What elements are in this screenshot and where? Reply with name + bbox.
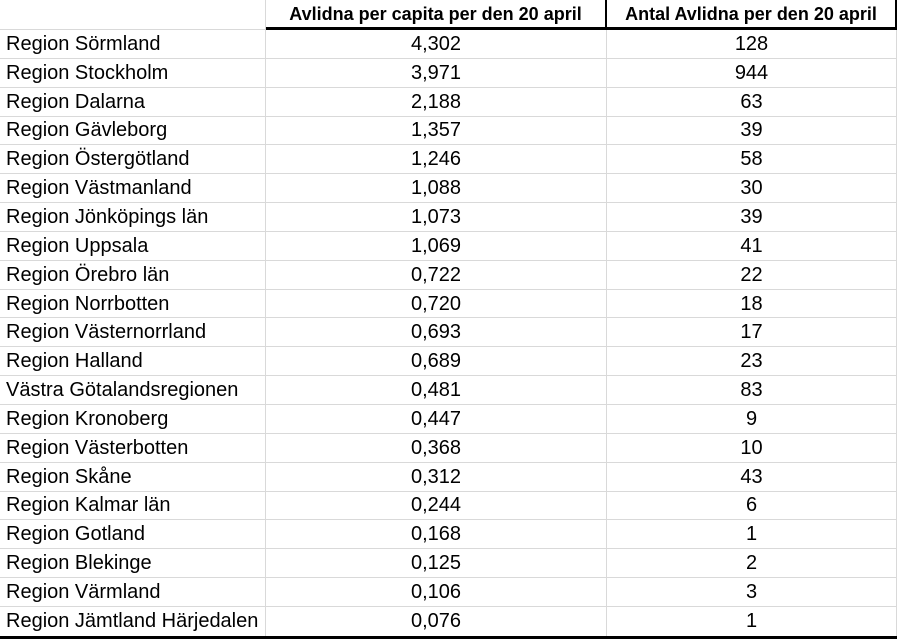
region-cell[interactable]: Region Blekinge: [0, 549, 266, 579]
per-capita-cell[interactable]: 0,125: [266, 549, 607, 579]
antal-value-cell[interactable]: 9: [607, 404, 897, 434]
per-capita-cell[interactable]: 0,693: [266, 318, 607, 348]
per-capita-cell[interactable]: 0,076: [266, 606, 607, 636]
per-capita-cell[interactable]: 0,368: [266, 433, 607, 463]
antal-value-cell[interactable]: 3: [607, 578, 897, 607]
per-capita-cell[interactable]: 2,188: [266, 87, 607, 117]
region-cell[interactable]: Region Gotland: [0, 520, 266, 550]
per-capita-cell[interactable]: 0,312: [266, 462, 607, 492]
antal-value-cell[interactable]: 23: [607, 347, 897, 377]
antal-value-cell[interactable]: 1: [607, 606, 897, 636]
antal-value-cell[interactable]: 128: [607, 30, 897, 59]
region-cell[interactable]: Region Kronoberg: [0, 404, 266, 434]
antal-value-cell[interactable]: 39: [607, 203, 897, 232]
per-capita-cell[interactable]: 3,971: [266, 58, 607, 88]
region-cell[interactable]: Region Östergötland: [0, 145, 266, 175]
per-capita-cell[interactable]: 0,481: [266, 376, 607, 405]
antal-value-cell[interactable]: 30: [607, 174, 897, 204]
per-capita-cell[interactable]: 0,689: [266, 347, 607, 377]
per-capita-cell[interactable]: 0,106: [266, 578, 607, 607]
region-cell[interactable]: Region Skåne: [0, 462, 266, 492]
per-capita-cell[interactable]: 0,720: [266, 289, 607, 319]
region-cell[interactable]: Region Västerbotten: [0, 433, 266, 463]
region-cell[interactable]: Region Örebro län: [0, 260, 266, 290]
per-capita-cell[interactable]: 1,357: [266, 116, 607, 146]
table-bottom-border: [0, 635, 897, 639]
region-cell[interactable]: Region Värmland: [0, 578, 266, 607]
antal-value-cell[interactable]: 18: [607, 289, 897, 319]
region-cell[interactable]: Region Sörmland: [0, 30, 266, 59]
region-cell[interactable]: Region Uppsala: [0, 231, 266, 261]
per-capita-cell[interactable]: 4,302: [266, 30, 607, 59]
per-capita-cell[interactable]: 1,069: [266, 231, 607, 261]
antal-value-cell[interactable]: 10: [607, 433, 897, 463]
antal-value-cell[interactable]: 43: [607, 462, 897, 492]
header-per-capita[interactable]: Avlidna per capita per den 20 april: [266, 0, 607, 30]
per-capita-cell[interactable]: 0,168: [266, 520, 607, 550]
per-capita-cell[interactable]: 0,244: [266, 491, 607, 521]
antal-value-cell[interactable]: 22: [607, 260, 897, 290]
per-capita-cell[interactable]: 1,246: [266, 145, 607, 175]
antal-value-cell[interactable]: 6: [607, 491, 897, 521]
per-capita-cell[interactable]: 1,088: [266, 174, 607, 204]
per-capita-cell[interactable]: 1,073: [266, 203, 607, 232]
region-cell[interactable]: Region Kalmar län: [0, 491, 266, 521]
antal-value-cell[interactable]: 41: [607, 231, 897, 261]
region-cell[interactable]: Region Gävleborg: [0, 116, 266, 146]
region-cell[interactable]: Region Halland: [0, 347, 266, 377]
header-antal[interactable]: Antal Avlidna per den 20 april: [607, 0, 897, 30]
antal-value-cell[interactable]: 17: [607, 318, 897, 348]
region-cell[interactable]: Region Jönköpings län: [0, 203, 266, 232]
per-capita-cell[interactable]: 0,722: [266, 260, 607, 290]
region-cell[interactable]: Region Västernorrland: [0, 318, 266, 348]
antal-value-cell[interactable]: 58: [607, 145, 897, 175]
per-capita-cell[interactable]: 0,447: [266, 404, 607, 434]
antal-value-cell[interactable]: 63: [607, 87, 897, 117]
region-cell[interactable]: Region Jämtland Härjedalen: [0, 606, 266, 636]
corner-header-cell[interactable]: [0, 0, 266, 30]
antal-value-cell[interactable]: 2: [607, 549, 897, 579]
region-cell[interactable]: Region Stockholm: [0, 58, 266, 88]
region-cell[interactable]: Region Dalarna: [0, 87, 266, 117]
antal-value-cell[interactable]: 1: [607, 520, 897, 550]
antal-value-cell[interactable]: 39: [607, 116, 897, 146]
region-cell[interactable]: Region Västmanland: [0, 174, 266, 204]
antal-value-cell[interactable]: 83: [607, 376, 897, 405]
region-cell[interactable]: Region Norrbotten: [0, 289, 266, 319]
region-cell[interactable]: Västra Götalandsregionen: [0, 376, 266, 405]
antal-value-cell[interactable]: 944: [607, 58, 897, 88]
